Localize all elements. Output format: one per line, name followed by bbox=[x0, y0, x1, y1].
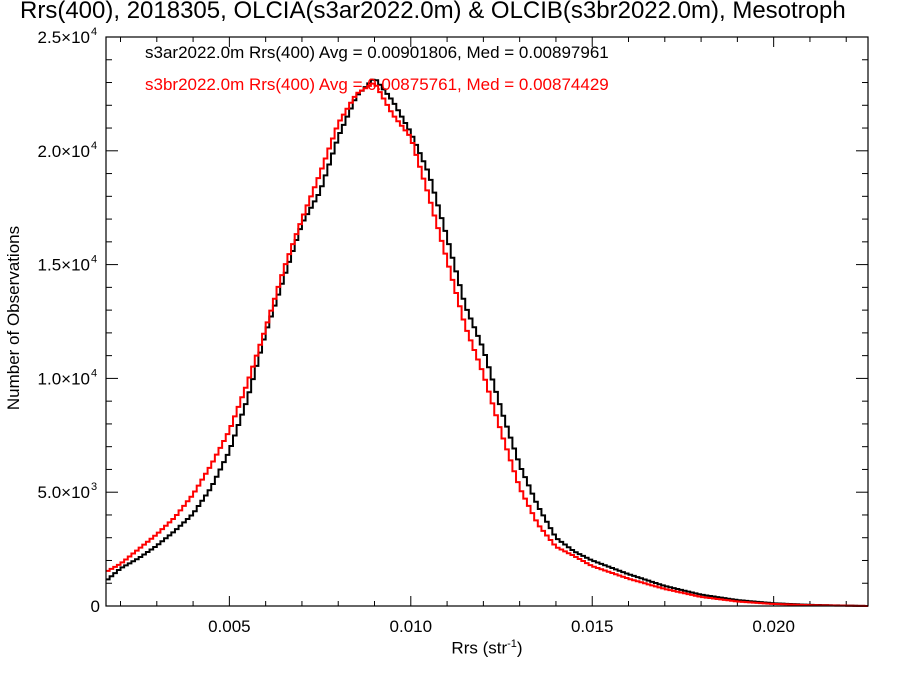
legend-entry-olcib: s3br2022.0m Rrs(400) Avg = 0.00875761, M… bbox=[145, 75, 609, 94]
x-tick-label: 0.005 bbox=[208, 617, 251, 636]
legend-entry-olcia: s3ar2022.0m Rrs(400) Avg = 0.00901806, M… bbox=[145, 43, 609, 62]
x-tick-labels: 0.005 0.010 0.015 0.020 bbox=[208, 617, 795, 636]
series-line-olcia bbox=[106, 78, 868, 607]
y-tick-label: 2.0×10 bbox=[38, 142, 90, 161]
y-tick-label-exponent: 3 bbox=[91, 481, 97, 493]
y-tick-labels: 05.0×10 31.0×10 41.5×10 42.0×10 42.5×10 4 bbox=[38, 26, 100, 616]
y-tick-label: 2.5×10 bbox=[38, 28, 90, 47]
series-group bbox=[106, 78, 868, 607]
x-tick-label: 0.015 bbox=[571, 617, 614, 636]
y-tick-label: 5.0×10 bbox=[38, 483, 90, 502]
axis-ticks bbox=[106, 36, 868, 607]
x-axis-label-superscript: -1 bbox=[507, 638, 517, 650]
series-line-olcib bbox=[106, 82, 868, 607]
x-axis-label-text: Rrs (str bbox=[451, 638, 508, 658]
y-tick-label: 0 bbox=[91, 597, 100, 616]
y-tick-label-exponent: 4 bbox=[91, 254, 97, 266]
x-tick-label: 0.020 bbox=[752, 617, 795, 636]
y-axis-label: Number of Observations bbox=[4, 225, 23, 411]
y-tick-label-exponent: 4 bbox=[91, 140, 97, 152]
x-tick-label: 0.010 bbox=[390, 617, 433, 636]
x-axis-label-tail: ) bbox=[516, 638, 523, 658]
y-tick-label-exponent: 4 bbox=[91, 367, 97, 379]
x-axis-label: Rrs (str-1) bbox=[451, 638, 522, 659]
y-tick-label: 1.5×10 bbox=[38, 256, 90, 275]
y-tick-label: 1.0×10 bbox=[38, 369, 90, 388]
y-tick-label-exponent: 4 bbox=[91, 26, 97, 38]
chart-title: Rrs(400), 2018305, OLCIA(s3ar2022.0m) & … bbox=[20, 0, 846, 24]
plot-frame bbox=[105, 36, 869, 607]
